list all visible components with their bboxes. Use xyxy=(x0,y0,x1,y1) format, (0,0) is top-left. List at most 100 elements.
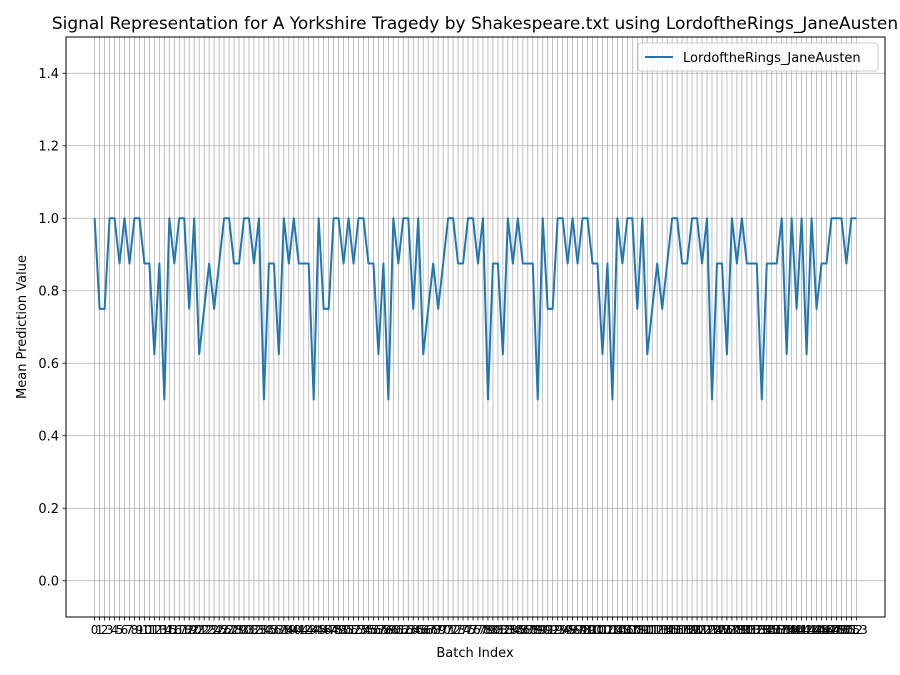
x-tick-label: 143 xyxy=(795,623,818,637)
x-tick-label: 60 xyxy=(386,623,401,637)
x-tick-label: 10 xyxy=(137,623,152,637)
legend-box xyxy=(637,42,879,72)
x-tick-label: 36 xyxy=(266,623,281,637)
x-tick-label: 139 xyxy=(775,623,798,637)
x-tick-label: 113 xyxy=(646,623,669,637)
x-tick-label: 20 xyxy=(187,623,202,637)
x-tick-label: 127 xyxy=(715,623,738,637)
x-tick-label: 3 xyxy=(106,623,114,637)
x-tick-label: 29 xyxy=(231,623,246,637)
x-tick-label: 38 xyxy=(276,623,291,637)
x-tick-label: 62 xyxy=(396,623,411,637)
x-tick-label: 99 xyxy=(580,623,595,637)
x-tick-label: 148 xyxy=(820,623,843,637)
x-tick-label: 37 xyxy=(271,623,286,637)
x-tick-label: 120 xyxy=(681,623,704,637)
x-tick-label: 9 xyxy=(136,623,144,637)
x-tick-label: 108 xyxy=(621,623,644,637)
x-tick-label: 78 xyxy=(475,623,490,637)
x-tick-label: 116 xyxy=(661,623,684,637)
x-tick-label: 49 xyxy=(331,623,346,637)
x-tick-label: 87 xyxy=(520,623,535,637)
x-tick-label: 105 xyxy=(606,623,629,637)
x-tick-label: 25 xyxy=(211,623,226,637)
x-tick-label: 24 xyxy=(206,623,221,637)
x-tick-label: 74 xyxy=(455,623,470,637)
x-tick-label: 69 xyxy=(431,623,446,637)
x-tick-label: 67 xyxy=(421,623,436,637)
x-tick-label: 88 xyxy=(525,623,540,637)
x-tick-label: 14 xyxy=(157,623,172,637)
x-tick-label: 90 xyxy=(535,623,550,637)
x-tick-label: 76 xyxy=(465,623,480,637)
chart-title: Signal Representation for A Yorkshire Tr… xyxy=(52,14,898,34)
x-tick-label: 92 xyxy=(545,623,560,637)
x-tick-label: 151 xyxy=(835,623,858,637)
x-tick-label: 1 xyxy=(96,623,104,637)
x-tick-label: 144 xyxy=(800,623,823,637)
y-axis-label: Mean Prediction Value xyxy=(15,255,30,399)
x-tick-label: 55 xyxy=(361,623,376,637)
series-lines xyxy=(93,217,857,401)
x-tick-label: 35 xyxy=(261,623,276,637)
x-tick-label: 46 xyxy=(316,623,331,637)
x-tick-label: 13 xyxy=(152,623,167,637)
x-tick-label: 126 xyxy=(710,623,733,637)
x-tick-label: 110 xyxy=(631,623,654,637)
x-tick-label: 118 xyxy=(671,623,694,637)
x-tick-label: 81 xyxy=(490,623,505,637)
legend: LordoftheRings_JaneAusten xyxy=(637,42,879,72)
x-tick-label: 136 xyxy=(760,623,783,637)
x-tick-label: 134 xyxy=(750,623,773,637)
x-tick-label: 153 xyxy=(845,623,868,637)
x-tick-label: 89 xyxy=(530,623,545,637)
x-tick-label: 103 xyxy=(596,623,619,637)
x-tick-label: 8 xyxy=(131,623,139,637)
x-tick-label: 115 xyxy=(656,623,679,637)
x-tick-label: 7 xyxy=(126,623,134,637)
x-tick-label: 85 xyxy=(510,623,525,637)
x-tick-label: 56 xyxy=(366,623,381,637)
x-tick-label: 128 xyxy=(720,623,743,637)
x-tick-label: 131 xyxy=(735,623,758,637)
x-tick-label: 72 xyxy=(445,623,460,637)
x-tick-label: 40 xyxy=(286,623,301,637)
x-tick-label: 129 xyxy=(725,623,748,637)
x-tick-label: 19 xyxy=(182,623,197,637)
x-tick-label: 64 xyxy=(406,623,421,637)
x-axis-label: Batch Index xyxy=(436,646,514,661)
x-tick-label: 5 xyxy=(116,623,124,637)
x-tick-label: 104 xyxy=(601,623,624,637)
x-tick-label: 121 xyxy=(686,623,709,637)
x-tick-label: 71 xyxy=(440,623,455,637)
x-tick-label: 86 xyxy=(515,623,530,637)
y-tick-label: 0.6 xyxy=(38,357,59,372)
x-tick-label: 21 xyxy=(192,623,207,637)
x-tick-label: 66 xyxy=(416,623,431,637)
y-gridlines xyxy=(66,72,885,582)
x-tick-label: 18 xyxy=(177,623,192,637)
x-tick-label: 79 xyxy=(480,623,495,637)
x-tick-label: 91 xyxy=(540,623,555,637)
series-line xyxy=(93,217,857,401)
x-tick-label: 124 xyxy=(701,623,724,637)
x-tick-label: 73 xyxy=(450,623,465,637)
x-tick-label: 106 xyxy=(611,623,634,637)
x-tick-label: 48 xyxy=(326,623,341,637)
x-tick-label: 149 xyxy=(825,623,848,637)
x-tick-label: 39 xyxy=(281,623,296,637)
y-tick-label: 0.8 xyxy=(38,284,59,299)
x-tick-label: 137 xyxy=(765,623,788,637)
x-tick-label: 122 xyxy=(691,623,714,637)
x-tick-label: 77 xyxy=(470,623,485,637)
x-tick-label: 45 xyxy=(311,623,326,637)
x-tick-label: 98 xyxy=(575,623,590,637)
x-tick-label: 135 xyxy=(755,623,778,637)
x-tick-label: 54 xyxy=(356,623,371,637)
x-tick-label: 107 xyxy=(616,623,639,637)
y-tick-label: 1.0 xyxy=(38,212,59,227)
x-tick-label: 138 xyxy=(770,623,793,637)
x-tick-label: 94 xyxy=(555,623,570,637)
x-tick-label: 43 xyxy=(301,623,316,637)
x-tick-label: 17 xyxy=(172,623,187,637)
